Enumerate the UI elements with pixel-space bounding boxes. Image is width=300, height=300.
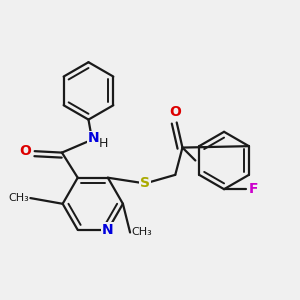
Text: O: O bbox=[169, 105, 181, 119]
Text: N: N bbox=[88, 131, 99, 145]
Text: CH₃: CH₃ bbox=[8, 193, 29, 203]
Text: N: N bbox=[102, 223, 114, 237]
Text: H: H bbox=[99, 137, 108, 151]
Text: CH₃: CH₃ bbox=[131, 227, 152, 238]
Text: F: F bbox=[248, 182, 258, 196]
Text: S: S bbox=[140, 176, 150, 190]
Text: O: O bbox=[20, 144, 31, 158]
